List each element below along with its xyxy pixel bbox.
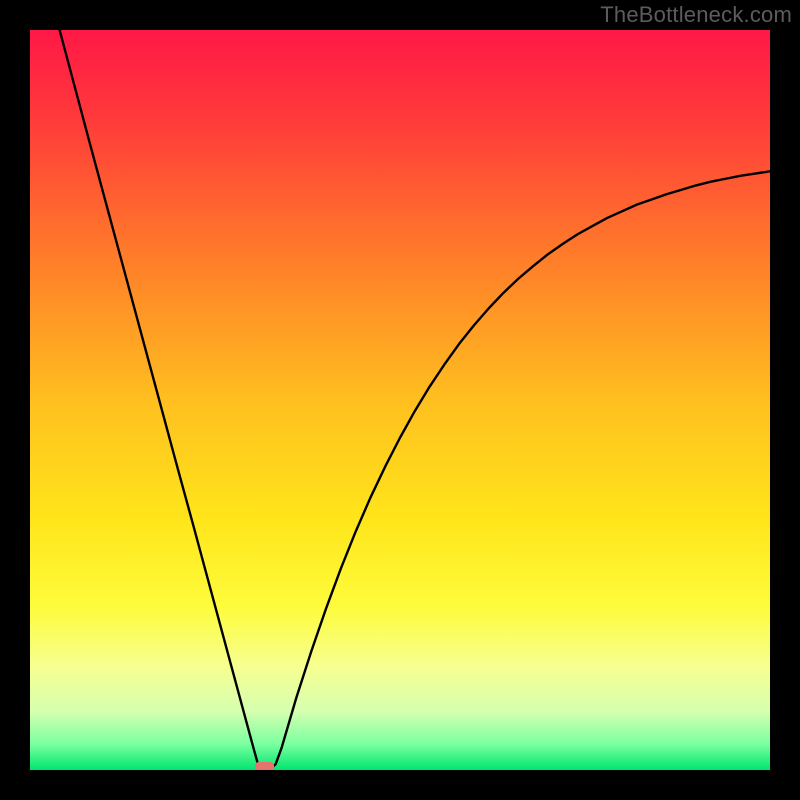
chart-frame: TheBottleneck.com	[0, 0, 800, 800]
chart-svg	[0, 0, 800, 800]
watermark-label: TheBottleneck.com	[600, 2, 792, 28]
optimum-marker	[255, 762, 274, 771]
bottleneck-curve-chart	[0, 0, 800, 800]
plot-background	[30, 30, 770, 770]
